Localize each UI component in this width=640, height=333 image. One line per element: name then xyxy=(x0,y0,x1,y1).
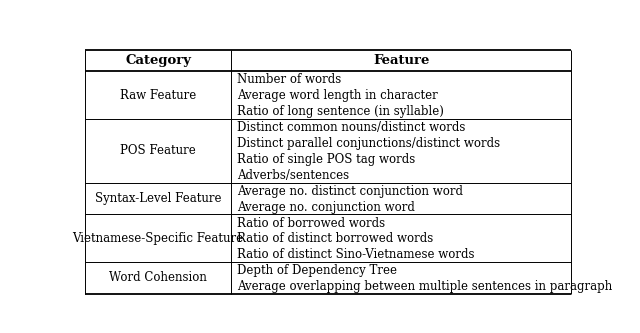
Text: Ratio of long sentence (in syllable): Ratio of long sentence (in syllable) xyxy=(237,105,444,118)
Text: Word Cohension: Word Cohension xyxy=(109,271,207,284)
Text: Distinct parallel conjunctions/distinct words: Distinct parallel conjunctions/distinct … xyxy=(237,137,500,150)
Text: Distinct common nouns/distinct words: Distinct common nouns/distinct words xyxy=(237,121,466,134)
Text: Adverbs/sentences: Adverbs/sentences xyxy=(237,169,349,182)
Text: Vietnamese-Specific Feature: Vietnamese-Specific Feature xyxy=(72,232,244,245)
Text: Raw Feature: Raw Feature xyxy=(120,89,196,102)
Text: Ratio of single POS tag words: Ratio of single POS tag words xyxy=(237,153,415,166)
Text: Number of words: Number of words xyxy=(237,74,342,87)
Text: Category: Category xyxy=(125,54,191,67)
Text: Feature: Feature xyxy=(373,54,429,67)
Text: Average no. conjunction word: Average no. conjunction word xyxy=(237,201,415,214)
Text: Syntax-Level Feature: Syntax-Level Feature xyxy=(95,192,221,205)
Text: Depth of Dependency Tree: Depth of Dependency Tree xyxy=(237,264,397,277)
Text: Ratio of borrowed words: Ratio of borrowed words xyxy=(237,216,385,229)
Text: Average word length in character: Average word length in character xyxy=(237,89,438,102)
Text: Ratio of distinct borrowed words: Ratio of distinct borrowed words xyxy=(237,232,433,245)
Text: Ratio of distinct Sino-Vietnamese words: Ratio of distinct Sino-Vietnamese words xyxy=(237,248,475,261)
Text: Average overlapping between multiple sentences in paragraph: Average overlapping between multiple sen… xyxy=(237,280,612,293)
Text: POS Feature: POS Feature xyxy=(120,144,196,157)
Text: Average no. distinct conjunction word: Average no. distinct conjunction word xyxy=(237,185,463,198)
